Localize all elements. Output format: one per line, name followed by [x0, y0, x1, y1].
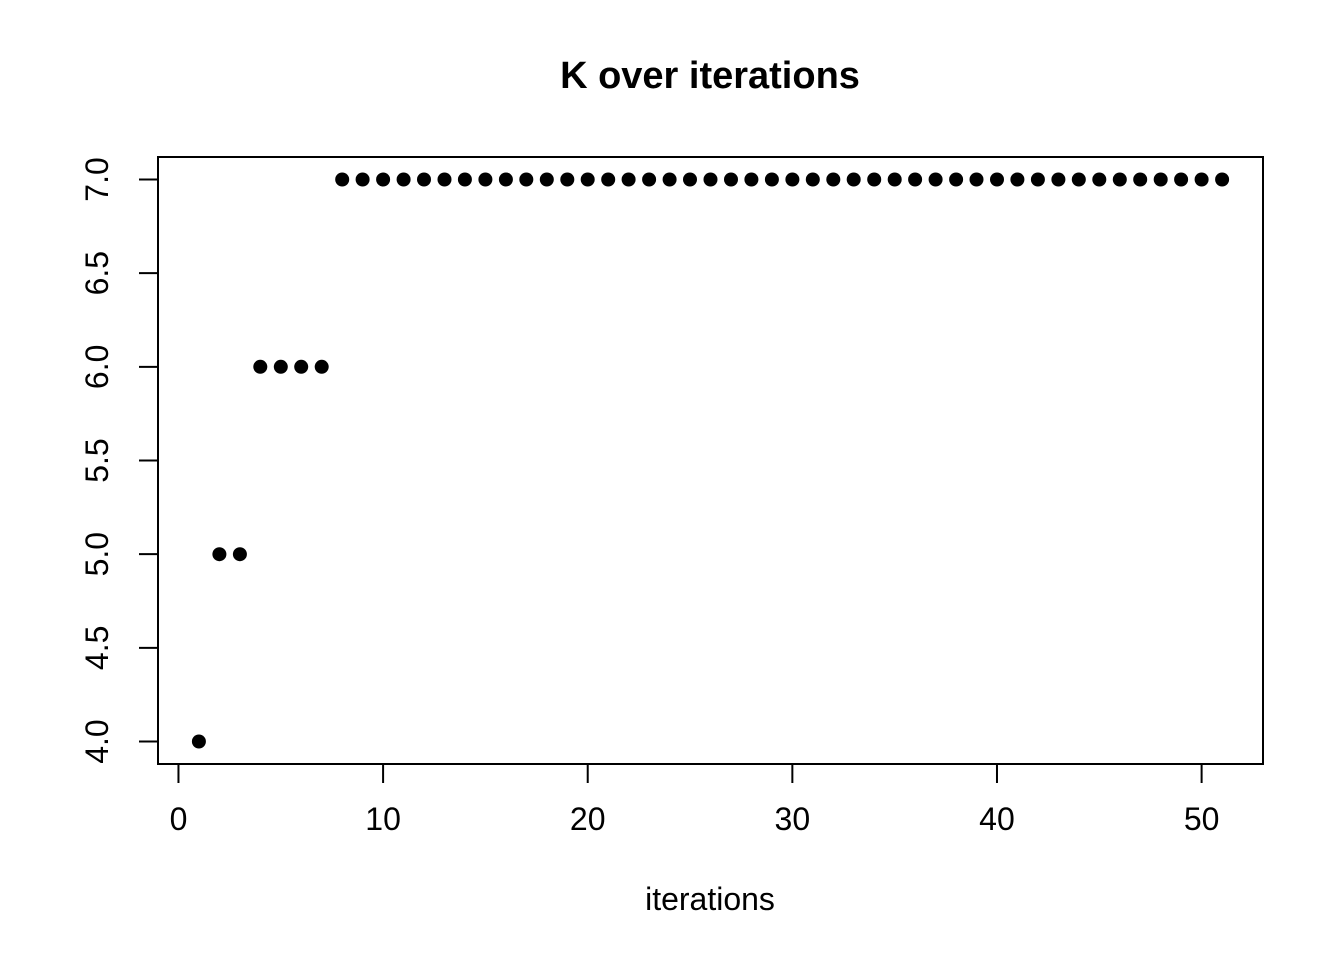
data-point: [396, 172, 411, 187]
y-tick-label: 5.0: [79, 532, 115, 576]
y-tick-label: 6.5: [79, 251, 115, 295]
data-point: [1215, 172, 1230, 187]
data-point: [1112, 172, 1127, 187]
chart-title: K over iterations: [560, 55, 860, 97]
data-point: [990, 172, 1004, 187]
data-point: [1010, 172, 1025, 187]
plot-box: [157, 156, 1264, 765]
x-tick-label: 40: [979, 801, 1015, 837]
data-point: [1153, 172, 1168, 187]
y-tick-label: 6.0: [79, 345, 115, 389]
data-point: [498, 172, 513, 187]
data-point: [417, 172, 431, 187]
data-point: [1051, 172, 1066, 187]
data-point: [580, 172, 595, 187]
data-point: [764, 172, 779, 187]
data-point: [1194, 172, 1209, 187]
data-point: [908, 172, 923, 187]
x-tick-label: 30: [775, 801, 811, 837]
data-point: [314, 359, 329, 374]
x-axis: 0 10 20 30 40 50: [170, 764, 1220, 837]
data-point: [1133, 172, 1148, 187]
data-point: [478, 172, 493, 187]
data-point: [294, 359, 309, 374]
data-point: [253, 359, 268, 374]
data-point: [621, 172, 636, 187]
y-tick-label: 5.5: [79, 438, 115, 482]
data-point: [683, 172, 697, 187]
data-point: [601, 172, 616, 187]
data-point: [785, 172, 800, 187]
data-point: [724, 172, 738, 187]
data-point: [232, 547, 247, 562]
data-point: [1030, 172, 1045, 187]
data-point: [928, 172, 943, 187]
data-point: [191, 734, 206, 749]
y-axis: 4.0 4.5 5.0 5.5 6.0 6.5 7.0: [79, 157, 158, 764]
data-point: [867, 172, 882, 187]
data-point: [212, 547, 227, 562]
data-point: [1071, 172, 1086, 187]
x-tick-label: 10: [365, 801, 401, 837]
data-point: [355, 172, 370, 187]
data-point: [335, 172, 350, 187]
data-point: [662, 172, 677, 187]
data-point: [437, 172, 452, 187]
y-tick-label: 4.0: [79, 719, 115, 763]
data-point: [519, 172, 534, 187]
data-point: [560, 172, 575, 187]
data-point: [457, 172, 472, 187]
data-point: [887, 172, 902, 187]
x-tick-label: 0: [170, 801, 188, 837]
data-point: [539, 172, 554, 187]
data-point: [273, 359, 288, 374]
data-point: [703, 172, 718, 187]
x-axis-label: iterations: [645, 881, 775, 917]
data-point: [826, 172, 841, 187]
data-point: [744, 172, 759, 187]
data-point: [846, 172, 861, 187]
y-tick-label: 4.5: [79, 626, 115, 670]
y-tick-label: 7.0: [79, 157, 115, 201]
data-point: [642, 172, 657, 187]
data-points: [191, 172, 1230, 749]
x-tick-label: 20: [570, 801, 606, 837]
x-tick-label: 50: [1184, 801, 1220, 837]
data-point: [1092, 172, 1107, 187]
data-point: [376, 172, 391, 187]
data-point: [1174, 172, 1189, 187]
data-point: [949, 172, 964, 187]
data-point: [969, 172, 984, 187]
data-point: [805, 172, 820, 187]
